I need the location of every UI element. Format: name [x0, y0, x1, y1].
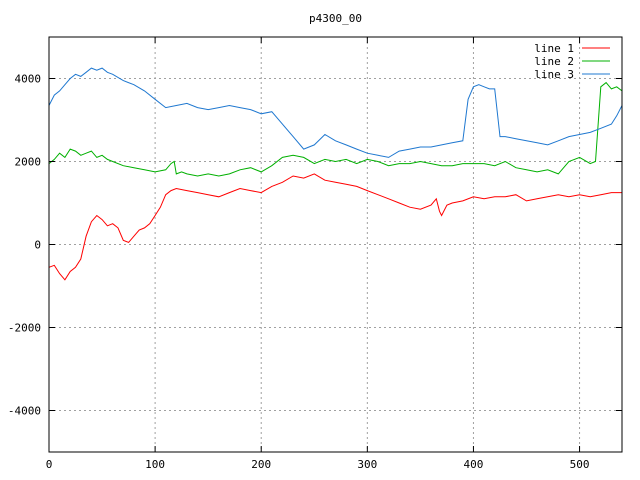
legend-label: line 2: [534, 55, 574, 68]
y-tick-label: 4000: [15, 73, 42, 86]
x-tick-label: 300: [357, 458, 377, 471]
x-tick-label: 400: [464, 458, 484, 471]
y-tick-label: -4000: [8, 405, 41, 418]
x-tick-label: 100: [145, 458, 165, 471]
x-tick-label: 500: [570, 458, 590, 471]
grid-lines: [49, 37, 622, 452]
series-line-3: [48, 67, 623, 158]
y-tick-label: 0: [34, 239, 41, 252]
x-tick-label: 200: [251, 458, 271, 471]
axis-ticks: 0 100 200 300 400 500 -4000 -2000 0 2000 4000: [8, 37, 622, 471]
series-line-1: [48, 173, 622, 281]
series-line-2: [48, 81, 623, 177]
y-tick-label: 2000: [15, 156, 42, 169]
y-tick-label: -2000: [8, 322, 41, 335]
chart-title: p4300_00: [309, 12, 362, 25]
series-layer: [48, 67, 623, 281]
legend-label: line 1: [534, 42, 574, 55]
x-tick-label: 0: [46, 458, 53, 471]
legend-label: line 3: [534, 68, 574, 81]
